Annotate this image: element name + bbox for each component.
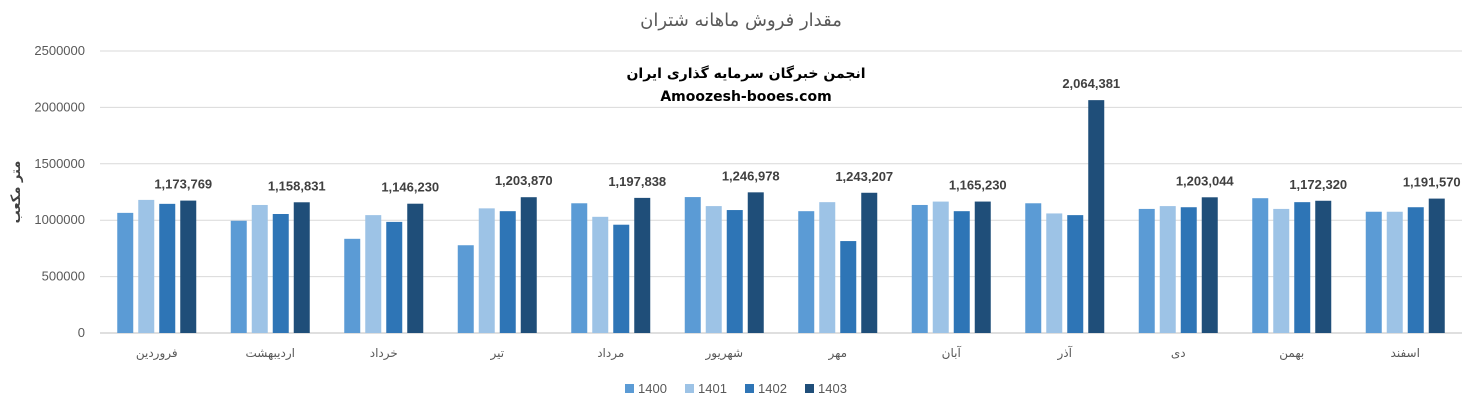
data-label: 1,165,230 [949, 178, 1007, 193]
y-tick-label: 2500000 [34, 43, 85, 58]
y-axis-label: متر مکعب [9, 161, 24, 224]
bar-1402 [840, 241, 857, 333]
bars [117, 100, 1445, 334]
data-label: 1,203,870 [495, 173, 553, 188]
bar-1401 [251, 204, 268, 333]
bar-1402 [272, 213, 289, 333]
bar-1402 [953, 211, 970, 333]
bar-1403 [1088, 100, 1105, 334]
y-tick-label: 1500000 [34, 156, 85, 171]
bar-1403 [1428, 198, 1445, 333]
bar-1403 [974, 201, 991, 333]
x-category-label: شهریور [704, 346, 743, 361]
bar-1401 [705, 206, 722, 333]
bar-1400 [798, 211, 815, 333]
data-label: 1,158,831 [268, 178, 326, 193]
bar-1401 [592, 216, 609, 333]
x-category-label: بهمن [1279, 346, 1304, 361]
x-axis-categories: فروردین اردیبهشت خرداد تیر مرداد شهریور مهر آبا… [136, 345, 1420, 361]
x-category-label: خرداد [370, 346, 398, 361]
bar-1402 [499, 211, 516, 333]
legend-label: 1401 [698, 381, 727, 396]
bar-1402 [613, 224, 630, 333]
x-category-label: تیر [489, 346, 504, 361]
legend-label: 1400 [638, 381, 667, 396]
data-labels: 1,173,769 1,158,831 1,146,230 1,203,870 1,19… [154, 76, 1460, 195]
data-label: 1,197,838 [608, 174, 666, 189]
y-tick-label: 1000000 [34, 212, 85, 227]
bar-1402 [1067, 215, 1084, 333]
bar-1400 [230, 220, 247, 333]
x-category-label: اردیبهشت [246, 346, 295, 361]
x-category-label: اسفند [1391, 346, 1420, 360]
y-tick-label: 2000000 [34, 99, 85, 114]
bar-1401 [1046, 213, 1063, 333]
data-label: 2,064,381 [1062, 76, 1120, 91]
x-category-label: آبان [942, 345, 962, 360]
bar-1401 [1386, 211, 1403, 333]
bar-1403 [520, 197, 537, 333]
chart-title: مقدار فروش ماهانه شتران [640, 10, 842, 31]
bar-1402 [159, 203, 176, 333]
bar-1403 [407, 203, 424, 333]
x-category-label: مرداد [597, 346, 624, 361]
bar-1400 [344, 238, 361, 333]
watermark-line-1: انجمن خبرگان سرمایه گذاری ایران [626, 65, 865, 82]
bar-1403 [634, 197, 651, 333]
bar-1402 [726, 210, 743, 333]
bar-1400 [117, 212, 134, 333]
bar-1401 [478, 208, 495, 333]
bar-1401 [1159, 206, 1176, 333]
bar-1402 [1180, 207, 1197, 333]
bar-1400 [1138, 208, 1155, 333]
bar-1400 [571, 203, 588, 333]
data-label: 1,203,044 [1176, 173, 1235, 188]
bar-1400 [684, 197, 701, 333]
legend-label: 1402 [758, 381, 787, 396]
bar-1401 [365, 215, 382, 333]
legend-swatch-1401 [685, 384, 694, 393]
legend-swatch-1402 [745, 384, 754, 393]
gridlines [100, 50, 1462, 334]
x-category-label: مهر [827, 346, 847, 361]
bar-1402 [386, 221, 403, 333]
data-label: 1,243,207 [835, 169, 893, 184]
bar-1402 [1294, 202, 1311, 333]
data-label: 1,172,320 [1289, 177, 1347, 192]
bar-1403 [747, 192, 764, 333]
y-axis-ticks: 0 500000 1000000 1500000 2000000 2500000 [34, 43, 85, 340]
bar-1400 [1365, 211, 1382, 333]
legend-swatch-1403 [805, 384, 814, 393]
bar-1400 [1025, 203, 1042, 333]
y-tick-label: 0 [78, 325, 85, 340]
x-category-label: آذر [1057, 345, 1073, 361]
bar-1403 [180, 200, 197, 333]
legend-label: 1403 [818, 381, 847, 396]
bar-1400 [1252, 198, 1269, 333]
bar-1403 [293, 202, 310, 333]
watermark-line-2: Amoozesh-booes.com [660, 89, 831, 105]
bar-1403 [861, 192, 878, 333]
bar-1401 [819, 202, 836, 333]
bar-1401 [138, 199, 155, 333]
bar-1401 [1273, 208, 1290, 333]
x-category-label: دی [1171, 346, 1186, 360]
bar-1400 [911, 204, 928, 333]
legend-swatch-1400 [625, 384, 634, 393]
data-label: 1,173,769 [154, 177, 212, 192]
legend: 1400 1401 1402 1403 [625, 381, 847, 396]
data-label: 1,146,230 [381, 180, 439, 195]
bar-1400 [457, 245, 474, 333]
bar-1401 [932, 201, 949, 333]
y-tick-label: 500000 [42, 269, 85, 284]
bar-1403 [1315, 200, 1332, 333]
data-label: 1,191,570 [1403, 175, 1461, 190]
bar-1403 [1201, 197, 1218, 333]
x-category-label: فروردین [136, 346, 178, 361]
bar-1402 [1407, 207, 1424, 333]
data-label: 1,246,978 [722, 168, 780, 183]
